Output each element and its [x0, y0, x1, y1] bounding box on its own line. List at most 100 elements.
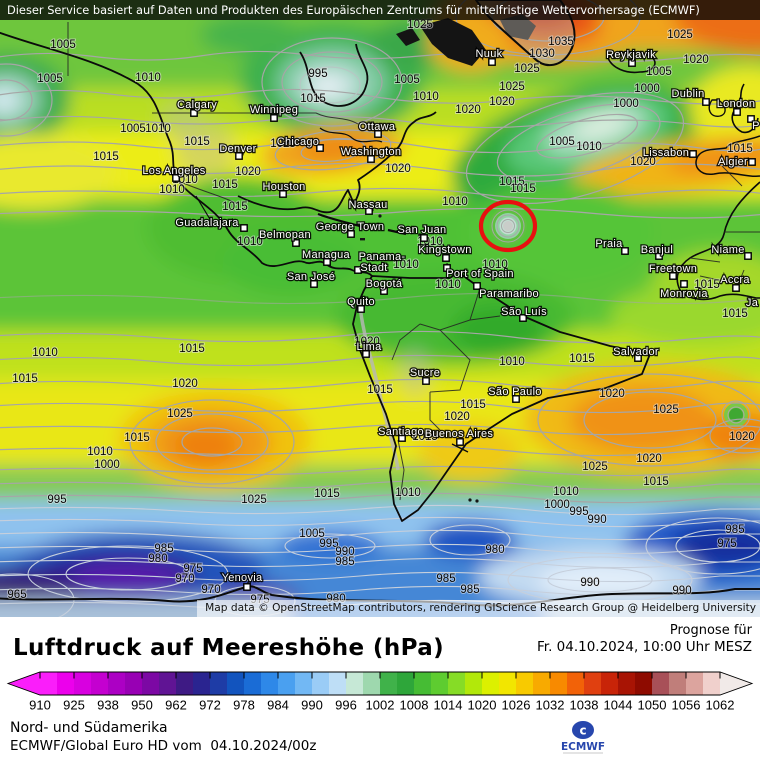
city-marker: [442, 254, 450, 262]
map-attribution: Map data © OpenStreetMap contributors, r…: [197, 600, 760, 617]
ecmwf-logo-icon: [572, 721, 594, 739]
pressure-value-label: 1010: [499, 356, 525, 368]
city-label: Paramaribo: [479, 288, 539, 300]
pressure-value-label: 1010: [159, 184, 185, 196]
city: Yenovia: [220, 571, 264, 591]
pressure-value-label: 1020: [444, 411, 470, 423]
pressure-value-label: 1020: [455, 104, 481, 116]
city: Bogotá: [364, 277, 404, 295]
pressure-value-label: 1015: [569, 353, 595, 365]
colorbar-segment: [686, 672, 704, 695]
pressure-value-label: 1020: [729, 431, 755, 443]
colorbar-tick-label: 978: [233, 698, 255, 713]
city: London: [715, 97, 756, 116]
pressure-value-label: 1015: [12, 373, 38, 385]
city-marker: [367, 155, 375, 163]
city-label: Denver: [219, 143, 256, 155]
ecmwf-logo-text: ECMWF: [561, 741, 605, 753]
city-marker: [240, 224, 248, 232]
city: Praia: [594, 237, 629, 255]
city: Belmopan: [258, 228, 312, 247]
pressure-value-label: 980: [148, 553, 167, 565]
city: Paramaribo: [473, 282, 540, 301]
pressure-value-label: 1015: [184, 136, 210, 148]
coastlines: [0, 31, 760, 607]
colorbar-segment: [550, 672, 568, 695]
city: Calgary: [176, 98, 218, 117]
pressure-value-label: 995: [569, 506, 588, 518]
pressure-value-label: 1010: [413, 91, 439, 103]
city: Salvador: [612, 345, 660, 362]
city: P: [747, 115, 760, 133]
city: Guadalajara: [174, 216, 248, 232]
city-label: Kingstown: [418, 244, 471, 256]
city-label: San José: [287, 271, 335, 283]
city-label: Nassau: [348, 199, 387, 211]
city-label: São Paulo: [488, 386, 541, 398]
pressure-value-label: 1010: [442, 196, 468, 208]
city-label: Lissabon: [643, 147, 689, 159]
city: Nassau: [347, 198, 389, 215]
pressure-value-label: 1015: [727, 143, 753, 155]
city-label: Panama-: [359, 251, 406, 263]
city-label: Belmopan: [259, 229, 311, 241]
city-label: Buenos Aires: [425, 428, 494, 440]
pressure-value-label: 1035: [548, 36, 574, 48]
colorbar-tick-label: 1002: [366, 698, 395, 713]
pressure-value-label: 985: [154, 543, 173, 555]
city-label: Niame: [711, 244, 744, 256]
city: Quito: [346, 295, 376, 313]
colorbar-segment: [363, 672, 381, 695]
city: Winnipeg: [249, 103, 299, 122]
pressure-value-label: 1005: [37, 73, 63, 85]
colorbar-tick-label: 1008: [400, 698, 429, 713]
colorbar-segment: [380, 672, 398, 695]
city-marker: [473, 282, 481, 290]
city-marker: [235, 152, 243, 160]
city: Santiago: [377, 425, 425, 442]
city-label: Praia: [595, 238, 623, 250]
city: San Juan: [396, 223, 447, 242]
pressure-value-label: 1020: [599, 388, 625, 400]
pressure-value-label: 965: [7, 589, 26, 601]
pressure-value-label: 1020: [235, 166, 261, 178]
colorbar-segment: [329, 672, 347, 695]
pressure-value-label: 1015: [93, 151, 119, 163]
city-marker: [655, 252, 663, 260]
colorbar-arrow-right: [720, 672, 752, 695]
colorbar-tick-label: 996: [335, 698, 357, 713]
colorbar-segment: [278, 672, 296, 695]
colorbar-tick-label: 910: [29, 698, 51, 713]
colorbar-tick-label: 1032: [536, 698, 565, 713]
country-borders: [67, 22, 760, 501]
city-marker: [422, 377, 430, 385]
colorbar-segment: [499, 672, 517, 695]
city: Algier: [717, 155, 756, 169]
colorbar-segment: [193, 672, 211, 695]
pressure-value-label: 1025: [241, 494, 267, 506]
city: São Luís: [500, 305, 548, 322]
city-marker: [316, 144, 324, 152]
city: Reykjavik: [605, 48, 657, 67]
colorbar-segment: [295, 672, 313, 695]
pressure-value-label: 1010: [237, 236, 263, 248]
city-marker: [292, 239, 300, 247]
city-marker: [380, 287, 388, 295]
pressure-value-label: 1020: [385, 163, 411, 175]
city-label: Lima: [356, 341, 382, 353]
colorbar-segment: [533, 672, 551, 695]
city-label: Ottawa: [359, 121, 396, 133]
city-marker: [680, 280, 688, 288]
colorbar-segment: [601, 672, 619, 695]
pressure-value-label: 1005: [50, 39, 76, 51]
pressure-value-label: 1010: [393, 259, 419, 271]
colorbar-tick-label: 938: [97, 698, 119, 713]
city-marker: [732, 284, 740, 292]
pressure-value-label: 1025: [653, 404, 679, 416]
city: Buenos Aires: [423, 427, 494, 446]
city: Managua: [301, 248, 352, 266]
city-marker: [702, 98, 710, 106]
colorbar-tick-label: 990: [301, 698, 323, 713]
colorbar-segment: [159, 672, 177, 695]
